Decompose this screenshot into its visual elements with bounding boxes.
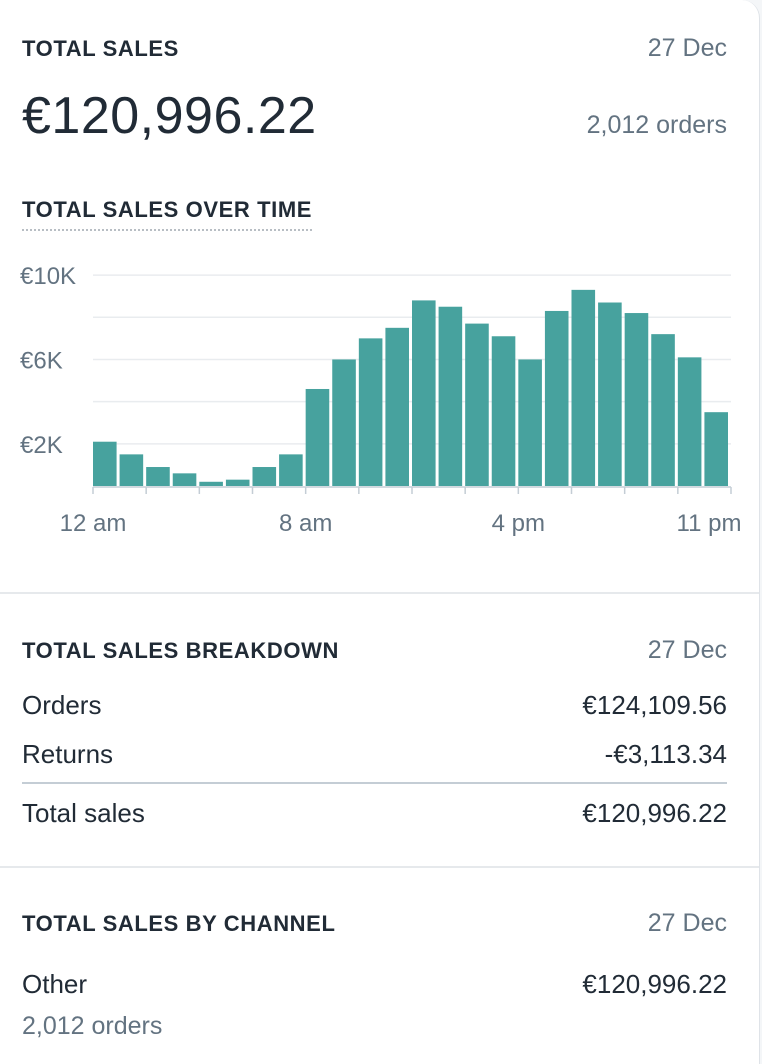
bar-hour-15[interactable] <box>491 336 516 486</box>
breakdown-title: TOTAL SALES BREAKDOWN <box>22 638 339 663</box>
y-tick-label: €2K <box>20 432 63 459</box>
bar-hour-11[interactable] <box>385 327 409 486</box>
y-tick-label: €10K <box>20 263 76 290</box>
breakdown-total-divider <box>22 782 727 784</box>
bar-hour-8[interactable] <box>305 388 330 486</box>
breakdown-row-orders: Orders €124,109.56 <box>22 690 727 721</box>
bar-hour-22[interactable] <box>677 357 702 486</box>
summary-header: TOTAL SALES 27 Dec <box>22 34 727 63</box>
channel-title: TOTAL SALES BY CHANNEL <box>22 911 336 936</box>
channel-row[interactable]: Other €120,996.22 <box>22 969 727 1000</box>
bar-hour-0[interactable] <box>93 441 117 486</box>
bar-hour-7[interactable] <box>279 454 303 486</box>
bar-hour-10[interactable] <box>358 338 383 486</box>
bar-hour-6[interactable] <box>252 467 277 486</box>
breakdown-total-value: €120,996.22 <box>582 798 727 828</box>
channel-name: Other <box>22 969 88 999</box>
channel-value: €120,996.22 <box>582 969 727 999</box>
bar-hour-1[interactable] <box>119 454 144 486</box>
bar-hour-12[interactable] <box>412 300 436 486</box>
y-tick-label: €6K <box>20 347 63 374</box>
total-sales-amount: €120,996.22 <box>22 87 317 145</box>
bar-hour-14[interactable] <box>465 323 489 486</box>
sales-over-time-chart[interactable]: €10K €6K €2K 12 am 8 am 4 pm 11 pm <box>0 260 762 560</box>
bar-hour-3[interactable] <box>172 473 197 486</box>
x-tick-label: 4 pm <box>492 510 545 537</box>
breakdown-value: -€3,113.34 <box>604 739 727 769</box>
breakdown-date[interactable]: 27 Dec <box>647 636 727 664</box>
bar-hour-5[interactable] <box>225 479 250 486</box>
bar-hour-4[interactable] <box>199 481 223 486</box>
channel-orders-count: 2,012 orders <box>22 1012 163 1040</box>
section-divider <box>0 866 759 868</box>
channel-date[interactable]: 27 Dec <box>647 909 727 937</box>
x-tick-label: 8 am <box>279 510 332 537</box>
bar-hour-19[interactable] <box>598 302 622 486</box>
bar-hour-16[interactable] <box>518 359 542 486</box>
channel-header: TOTAL SALES BY CHANNEL 27 Dec <box>22 909 727 938</box>
bar-hour-23[interactable] <box>704 412 728 486</box>
bar-hour-21[interactable] <box>651 334 675 486</box>
bar-hour-20[interactable] <box>624 313 649 486</box>
breakdown-row-returns: Returns -€3,113.34 <box>22 739 727 770</box>
chart-title[interactable]: TOTAL SALES OVER TIME <box>22 197 313 231</box>
breakdown-row-total: Total sales €120,996.22 <box>22 798 727 829</box>
breakdown-label: Orders <box>22 690 102 720</box>
section-divider <box>0 592 759 594</box>
bar-hour-18[interactable] <box>571 289 596 486</box>
summary-date[interactable]: 27 Dec <box>647 34 727 62</box>
x-tick-label: 12 am <box>60 510 127 537</box>
summary-title: TOTAL SALES <box>22 36 179 61</box>
bar-hour-13[interactable] <box>438 306 463 486</box>
breakdown-value: €124,109.56 <box>582 690 727 720</box>
channel-orders-row: 2,012 orders <box>22 1012 727 1041</box>
x-tick-label: 11 pm <box>677 510 742 537</box>
summary-values: €120,996.22 2,012 orders <box>22 86 727 146</box>
bar-hour-2[interactable] <box>146 467 170 486</box>
summary-orders-count: 2,012 orders <box>586 111 727 139</box>
breakdown-header: TOTAL SALES BREAKDOWN 27 Dec <box>22 636 727 665</box>
breakdown-label: Returns <box>22 739 114 769</box>
bar-hour-17[interactable] <box>544 310 569 486</box>
bar-hour-9[interactable] <box>332 359 356 486</box>
breakdown-total-label: Total sales <box>22 798 145 828</box>
